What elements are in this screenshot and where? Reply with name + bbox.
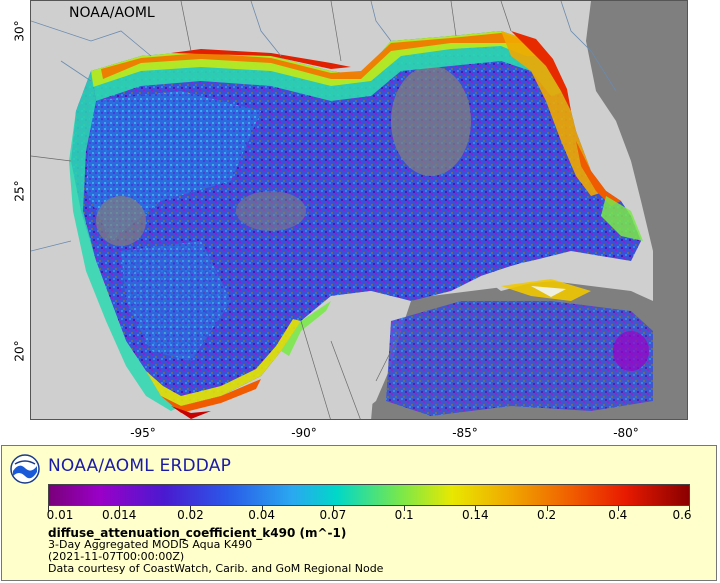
colorbar-tick-label: 0.6: [672, 508, 692, 522]
colorbar-tick-label: 0.2: [537, 508, 557, 522]
lat-tick-label: 25°: [12, 180, 27, 202]
colorbar-tick: [261, 506, 263, 511]
map-credit-label: NOAA/AOML: [69, 5, 155, 21]
colorbar-tick: [617, 506, 619, 511]
dataset-description: 3-Day Aggregated MODIS Aqua K490: [48, 538, 253, 551]
colorbar-tick: [48, 506, 49, 511]
colorbar-tick-label: 0.01: [46, 508, 74, 522]
map-frame[interactable]: NOAA/AOML: [30, 0, 688, 420]
no-data-region: [586, 1, 687, 419]
colorbar-tick: [119, 506, 121, 511]
colorbar-tick: [190, 506, 192, 511]
colorbar-tick-label: 0.14: [461, 508, 489, 522]
colorbar-tick: [546, 506, 548, 511]
colorbar-tick-label: 0.04: [248, 508, 276, 522]
colorbar-tick-label: 0.014: [102, 508, 137, 522]
colorbar-tick-label: 0.02: [177, 508, 204, 522]
colorbar-tick: [404, 506, 406, 511]
colorbar-tick: [332, 506, 334, 511]
colorbar-tick-label: 0.1: [394, 508, 414, 522]
dataset-time: (2021-11-07T00:00:00Z): [48, 550, 185, 563]
variable-name: diffuse_attenuation_coefficient_k490 (m^…: [48, 526, 347, 540]
lon-tick-label: -80°: [613, 426, 639, 440]
noaa-logo-icon: [10, 454, 40, 484]
colorbar-tick-label: 0.07: [319, 508, 347, 522]
borders: [31, 1, 512, 419]
rivers: [31, 1, 617, 252]
cuba: [481, 253, 641, 291]
lat-tick-label: 30°: [12, 20, 27, 42]
lon-tick-label: -95°: [130, 426, 156, 440]
brand-title: NOAA/AOML ERDDAP: [48, 456, 232, 476]
colorbar-tick: [475, 506, 477, 511]
lat-tick-label: 20°: [12, 340, 27, 362]
legend-panel: NOAA/AOML ERDDAP 0.01 0.014 0.02 0.04 0.07 0.…: [1, 445, 717, 581]
map-area: NOAA/AOML 30° 25° 20° -95° -90° -85° -80…: [12, 0, 688, 440]
colorbar: [48, 484, 690, 506]
colorbar-tick-label: 0.4: [608, 508, 628, 522]
lon-tick-label: -85°: [452, 426, 478, 440]
map-canvas: [31, 1, 687, 419]
colorbar-tick: [689, 506, 690, 511]
lon-tick-label: -90°: [291, 426, 317, 440]
colorbar-ticks: [48, 506, 690, 512]
data-credit: Data courtesy of CoastWatch, Carib. and …: [48, 562, 384, 575]
